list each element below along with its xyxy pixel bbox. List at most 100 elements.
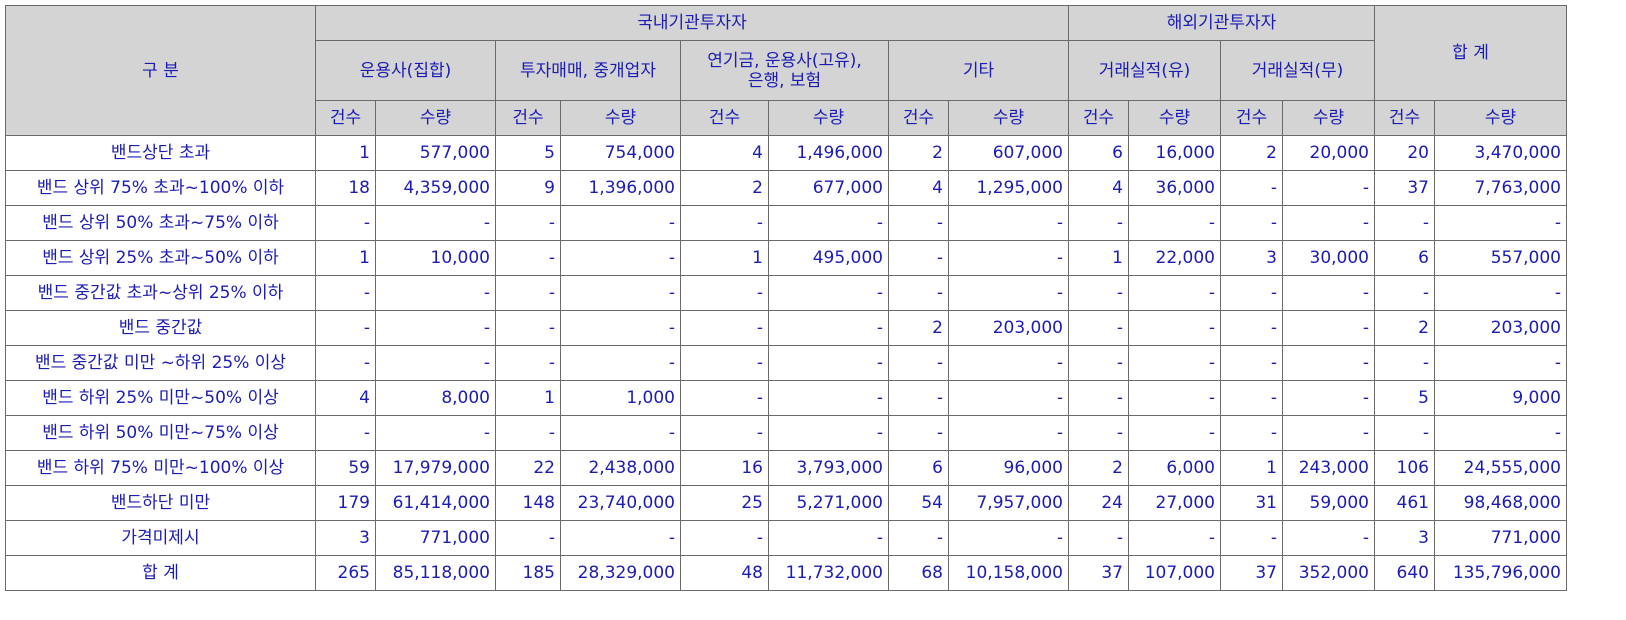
count-column-header: 건수 [888,100,949,136]
count-cell: - [315,345,376,381]
quantity-cell: 17,979,000 [375,450,496,486]
table-row: 밴드 하위 75% 미만~100% 이상 59 17,979,000 22 2,438,… [5,450,1567,486]
quantity-cell: - [1128,310,1221,346]
row-label: 밴드 하위 75% 미만~100% 이상 [5,450,316,486]
row-label: 합 계 [5,555,316,591]
quantity-cell: 203,000 [1434,310,1567,346]
count-cell: 1 [680,240,769,276]
table-row: 가격미제시 3 771,000- - - - - - - - - -3 771,000 [5,520,1567,556]
quantity-cell: - [1282,415,1375,451]
count-cell: 461 [1374,485,1435,521]
count-cell: - [1068,345,1129,381]
quantity-cell: - [1434,345,1567,381]
foreign-investors-header: 해외기관투자자 [1068,5,1375,41]
category-header: 구 분 [5,5,316,136]
quantity-cell: 2,438,000 [560,450,681,486]
count-cell: 185 [495,555,561,591]
group-header: 운용사(집합) [315,40,496,101]
quantity-cell: - [948,205,1069,241]
count-cell: 20 [1374,135,1435,171]
count-cell: 9 [495,170,561,206]
quantity-cell: - [948,380,1069,416]
row-label: 밴드 중간값 초과~상위 25% 이하 [5,275,316,311]
count-cell: 6 [888,450,949,486]
count-cell: - [888,415,949,451]
count-cell: 54 [888,485,949,521]
row-label: 밴드 상위 25% 초과~50% 이하 [5,240,316,276]
quantity-cell: - [948,275,1069,311]
count-cell: - [315,415,376,451]
table-row: 밴드 중간값 - - - - - -2 203,000- - - -2 203,000 [5,310,1567,346]
count-cell: 59 [315,450,376,486]
quantity-cell: 36,000 [1128,170,1221,206]
quantity-cell: 24,555,000 [1434,450,1567,486]
quantity-column-header: 수량 [375,100,496,136]
quantity-cell: 135,796,000 [1434,555,1567,591]
group-header: 투자매매, 중개업자 [495,40,681,101]
count-cell: 4 [315,380,376,416]
count-column-header: 건수 [1374,100,1435,136]
count-cell: - [495,310,561,346]
quantity-cell: 1,496,000 [768,135,889,171]
quantity-cell: 16,000 [1128,135,1221,171]
count-cell: 25 [680,485,769,521]
table-row: 밴드 상위 75% 초과~100% 이하 18 4,359,000 9 1,396,00… [5,170,1567,206]
row-label: 밴드상단 초과 [5,135,316,171]
count-cell: 31 [1220,485,1283,521]
quantity-cell: 107,000 [1128,555,1221,591]
quantity-cell: 30,000 [1282,240,1375,276]
count-cell: 5 [1374,380,1435,416]
count-cell: 265 [315,555,376,591]
count-cell: 68 [888,555,949,591]
quantity-cell: - [948,345,1069,381]
count-column-header: 건수 [315,100,376,136]
quantity-cell: - [768,345,889,381]
quantity-cell: 4,359,000 [375,170,496,206]
quantity-cell: - [1128,380,1221,416]
quantity-cell: - [768,275,889,311]
count-cell: 37 [1220,555,1283,591]
quantity-cell: - [948,520,1069,556]
quantity-cell: 243,000 [1282,450,1375,486]
quantity-cell: - [1128,205,1221,241]
quantity-cell: 28,329,000 [560,555,681,591]
domestic-investors-header: 국내기관투자자 [315,5,1069,41]
count-cell: - [495,240,561,276]
quantity-cell: 23,740,000 [560,485,681,521]
quantity-cell: - [375,310,496,346]
count-cell: - [680,310,769,346]
count-cell: - [1220,380,1283,416]
quantity-cell: 98,468,000 [1434,485,1567,521]
table-row: 밴드상단 초과 1 577,000 5 754,000 4 1,496,000 2 607,00… [5,135,1567,171]
count-cell: 3 [1374,520,1435,556]
count-cell: - [888,380,949,416]
count-cell: - [1220,345,1283,381]
table-row: 밴드 하위 50% 미만~75% 이상 - - - - - - - - - - - - - - [5,415,1567,451]
quantity-cell: 3,793,000 [768,450,889,486]
quantity-cell: - [1282,205,1375,241]
quantity-cell: - [1282,380,1375,416]
count-cell: - [1068,520,1129,556]
quantity-cell: 5,271,000 [768,485,889,521]
quantity-cell: 59,000 [1282,485,1375,521]
count-cell: 1 [495,380,561,416]
count-cell: - [495,520,561,556]
quantity-cell: 11,732,000 [768,555,889,591]
table-row: 밴드 하위 25% 미만~50% 이상 4 8,000 1 1,000- - - - - - - -5… [5,380,1567,416]
count-cell: - [495,275,561,311]
group-header: 거래실적(유) [1068,40,1221,101]
quantity-column-header: 수량 [1434,100,1567,136]
count-cell: - [495,415,561,451]
row-label: 밴드 중간값 미만 ~하위 25% 이상 [5,345,316,381]
table-row: 밴드 상위 50% 초과~75% 이하 - - - - - - - - - - - - - - [5,205,1567,241]
row-label: 가격미제시 [5,520,316,556]
subheader-row: 건수 수량 건수 수량 건수 수량 건수 수량 건수 수량 건수 수량 건수 수량 [6,100,1567,136]
count-cell: 2 [888,135,949,171]
quantity-cell: - [948,240,1069,276]
count-cell: - [888,240,949,276]
quantity-cell: - [375,345,496,381]
quantity-cell: 557,000 [1434,240,1567,276]
table-row: 밴드 중간값 초과~상위 25% 이하 - - - - - - - - - - - - - - [5,275,1567,311]
quantity-cell: 27,000 [1128,485,1221,521]
quantity-cell: - [375,205,496,241]
